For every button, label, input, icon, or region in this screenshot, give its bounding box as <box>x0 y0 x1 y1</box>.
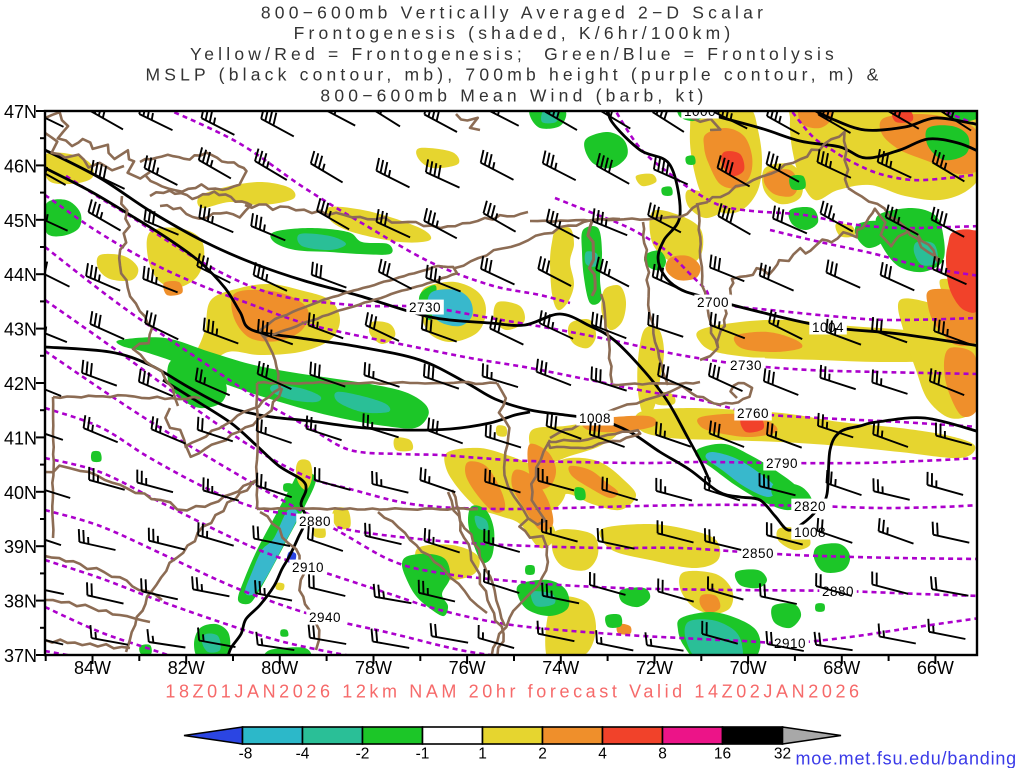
svg-text:78W: 78W <box>355 658 392 678</box>
svg-text:43N: 43N <box>4 320 37 340</box>
svg-text:70W: 70W <box>730 658 767 678</box>
svg-text:41N: 41N <box>4 428 37 448</box>
svg-text:2790: 2790 <box>766 456 798 471</box>
svg-text:66W: 66W <box>917 658 954 678</box>
svg-text:84W: 84W <box>74 658 111 678</box>
svg-text:2940: 2940 <box>309 610 341 625</box>
svg-text:82W: 82W <box>168 658 205 678</box>
svg-text:46N: 46N <box>4 156 37 176</box>
svg-text:2760: 2760 <box>737 406 769 421</box>
svg-text:1008: 1008 <box>579 411 611 426</box>
svg-text:2: 2 <box>538 746 547 763</box>
svg-text:-4: -4 <box>296 746 310 763</box>
svg-text:45N: 45N <box>4 211 37 231</box>
svg-text:80W: 80W <box>261 658 298 678</box>
svg-text:18Z01JAN2026 12km NAM 20hr for: 18Z01JAN2026 12km NAM 20hr forecast Vali… <box>165 682 862 702</box>
svg-text:MSLP (black contour, mb), 700m: MSLP (black contour, mb), 700mb height (… <box>145 65 882 85</box>
svg-text:44N: 44N <box>4 265 37 285</box>
svg-text:42N: 42N <box>4 374 37 394</box>
svg-text:40N: 40N <box>4 483 37 503</box>
svg-text:1: 1 <box>478 746 487 763</box>
svg-text:2700: 2700 <box>697 295 729 310</box>
svg-text:8: 8 <box>658 746 667 763</box>
svg-text:1000: 1000 <box>684 104 716 119</box>
svg-text:39N: 39N <box>4 537 37 557</box>
svg-text:2850: 2850 <box>742 546 774 561</box>
svg-text:74W: 74W <box>542 658 579 678</box>
svg-text:32: 32 <box>774 746 791 763</box>
svg-text:72W: 72W <box>636 658 673 678</box>
svg-text:76W: 76W <box>449 658 486 678</box>
svg-text:-2: -2 <box>356 746 370 763</box>
svg-text:68W: 68W <box>823 658 860 678</box>
svg-text:800−600mb Mean Wind (barb, kt): 800−600mb Mean Wind (barb, kt) <box>320 86 707 106</box>
svg-text:47N: 47N <box>4 102 37 122</box>
svg-text:4: 4 <box>598 746 607 763</box>
svg-text:2730: 2730 <box>409 300 441 315</box>
svg-text:37N: 37N <box>4 646 37 666</box>
svg-text:2820: 2820 <box>794 499 826 514</box>
svg-text:Yellow/Red = Frontogenesis; G: Yellow/Red = Frontogenesis; Green/Blue =… <box>190 44 838 64</box>
svg-text:-1: -1 <box>416 746 430 763</box>
svg-text:2730: 2730 <box>730 358 762 373</box>
svg-text:800−600mb Vertically Averaged: 800−600mb Vertically Averaged 2−D Scalar <box>261 3 767 23</box>
svg-text:2880: 2880 <box>299 514 331 529</box>
svg-text:2910: 2910 <box>292 560 324 575</box>
svg-text:16: 16 <box>714 746 731 763</box>
svg-text:moe.met.fsu.edu/banding: moe.met.fsu.edu/banding <box>795 749 1017 768</box>
svg-text:Frontogenesis (shaded, K/6hr/1: Frontogenesis (shaded, K/6hr/100km) <box>294 23 735 43</box>
svg-text:38N: 38N <box>4 592 37 612</box>
svg-text:-8: -8 <box>239 746 253 763</box>
